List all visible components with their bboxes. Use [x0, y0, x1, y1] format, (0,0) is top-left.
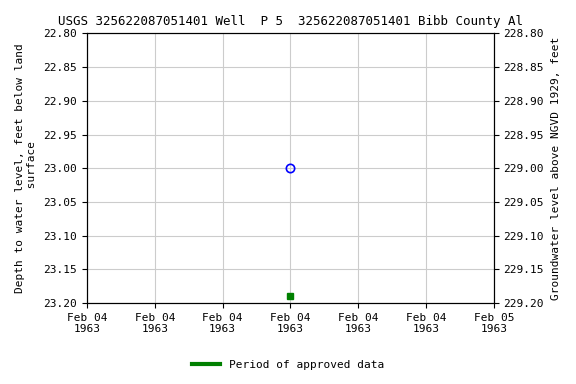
Y-axis label: Depth to water level, feet below land
 surface: Depth to water level, feet below land su…: [15, 43, 37, 293]
Legend: Period of approved data: Period of approved data: [188, 356, 388, 375]
Y-axis label: Groundwater level above NGVD 1929, feet: Groundwater level above NGVD 1929, feet: [551, 36, 561, 300]
Title: USGS 325622087051401 Well  P 5  325622087051401 Bibb County Al: USGS 325622087051401 Well P 5 3256220870…: [58, 15, 523, 28]
